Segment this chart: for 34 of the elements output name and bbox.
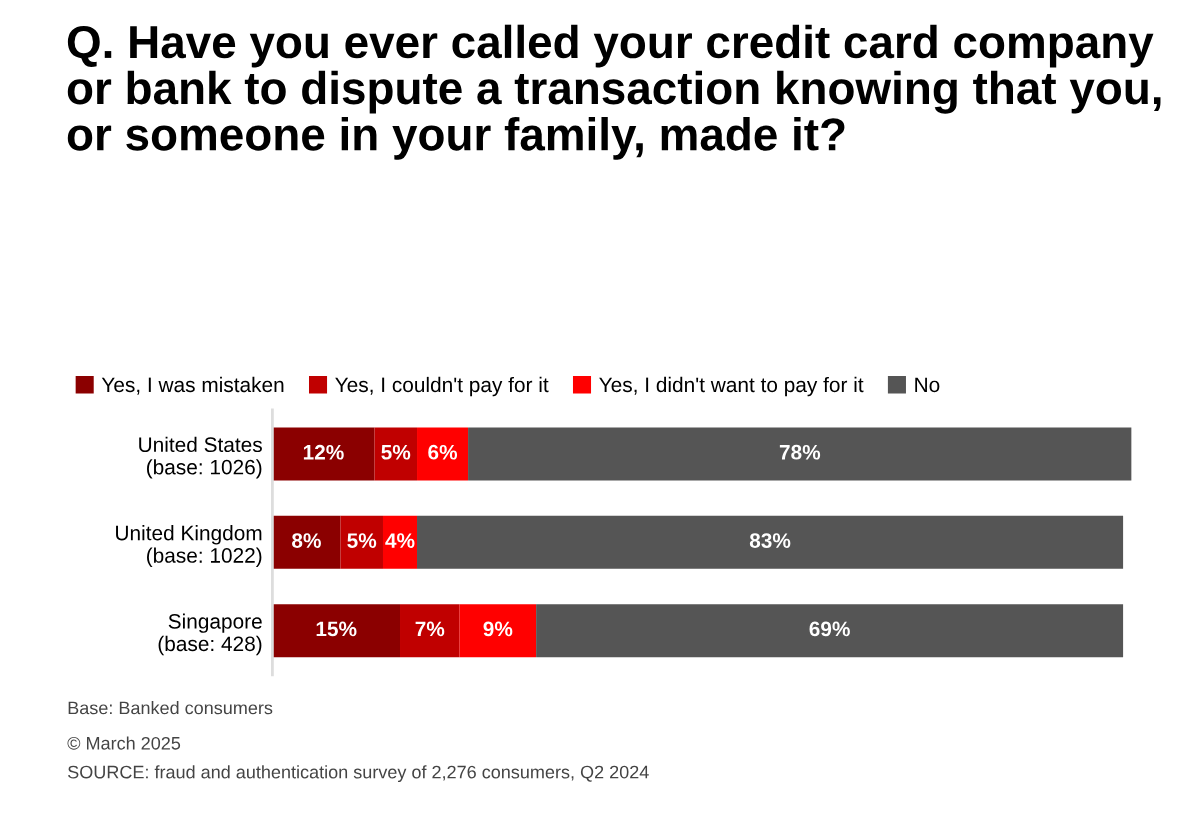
legend-label: Yes, I was mistaken [101,376,284,395]
data-label: 8% [292,533,321,548]
bar [400,604,460,658]
bar [417,427,469,481]
chart-title: Q. Have you ever called your credit card company or bank to dispute a transaction knowing that you, or someone in your family, made it? [67,24,1161,160]
y-tick-label: United States (base: 1026) [139,436,262,479]
data-label: 69% [809,621,850,637]
legend-label: No [915,377,940,393]
text: Base: Banked consumers [68,701,273,715]
bar [417,515,1124,569]
data-label: 5% [381,444,411,460]
data-label: 15% [316,621,357,637]
data-label: 7% [415,621,445,637]
data-label: 83% [749,533,791,548]
data-label: 4% [385,533,415,548]
data-label: 78% [779,444,821,460]
source-note: SOURCE: fraud and authentication survey of 2,276 consumers, Q2 2024 [68,765,649,783]
data-label: 9% [483,621,513,637]
y-tick-label: Singapore (base: 428) [158,613,262,656]
bar [459,604,537,658]
data-label: 6% [428,444,458,460]
data-label: 5% [347,533,377,548]
bar [468,427,1132,481]
bar [272,515,341,569]
bar [374,427,418,481]
bar [536,604,1124,658]
data-label: 12% [303,444,344,460]
bar [340,515,383,569]
bar [272,427,375,481]
legend-label: Yes, I didn't want to pay for it [599,376,864,397]
legend-label: Yes, I couldn't pay for it [335,376,549,397]
bar [272,604,400,658]
text: © March 2025 [67,736,181,750]
y-tick-label: United Kingdom (base: 1022) [116,525,262,567]
